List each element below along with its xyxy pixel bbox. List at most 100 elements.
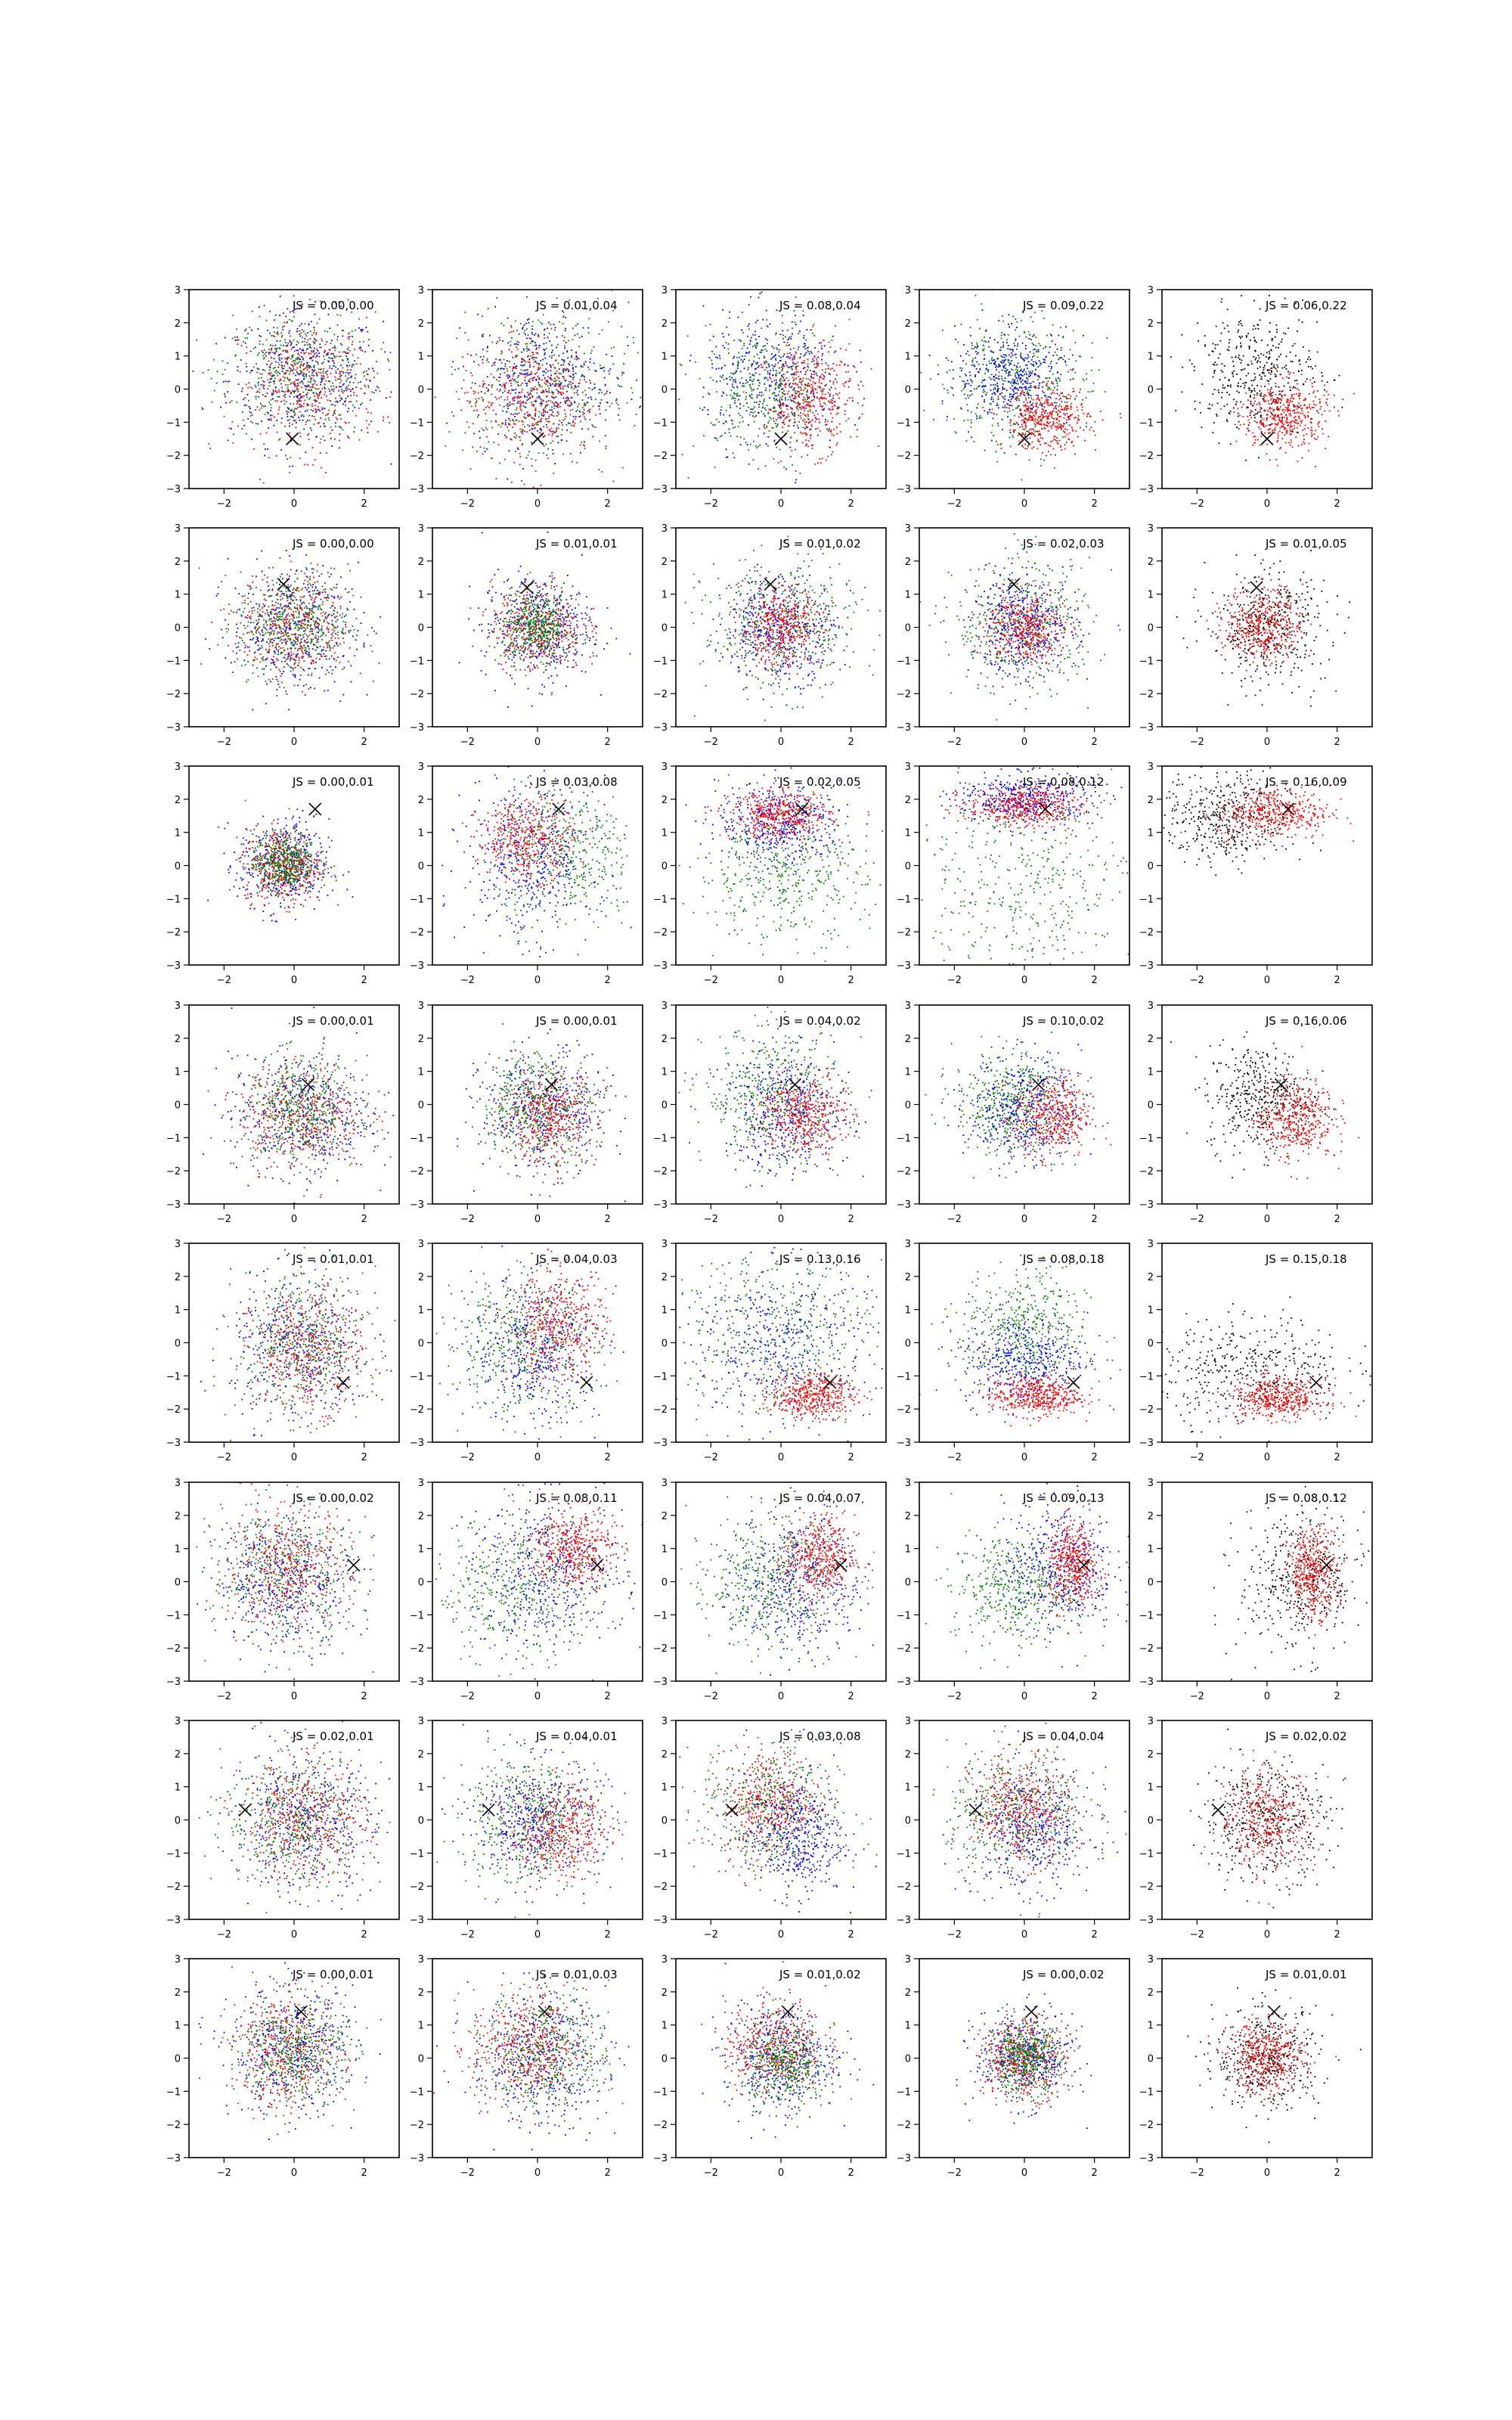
scatter-point [500, 426, 502, 428]
scatter-point [558, 403, 559, 405]
scatter-point [1002, 401, 1005, 403]
scatter-point [289, 371, 291, 373]
scatter-point [795, 368, 798, 371]
scatter-point [287, 416, 289, 417]
scatter-point [605, 448, 607, 449]
scatter-point [290, 409, 292, 411]
scatter-point [1036, 375, 1039, 377]
scatter-point [576, 409, 578, 411]
scatter-point [551, 344, 553, 346]
scatter-point [1049, 388, 1052, 390]
scatter-point [500, 350, 503, 352]
scatter-point [996, 383, 998, 384]
scatter-point [534, 424, 536, 426]
scatter-point [225, 380, 227, 382]
scatter-point [769, 408, 771, 411]
scatter-point [810, 425, 813, 427]
scatter-point [237, 425, 239, 427]
scatter-point [504, 424, 507, 426]
scatter-point [618, 386, 621, 387]
scatter-point [294, 364, 296, 366]
scatter-point [758, 357, 761, 359]
scatter-point [306, 419, 308, 421]
scatter-point [994, 393, 996, 396]
scatter-point [520, 365, 522, 366]
scatter-point [1036, 411, 1037, 414]
scatter-point [259, 433, 262, 435]
scatter-point [793, 401, 795, 403]
scatter-point [1033, 414, 1035, 416]
scatter-point [582, 366, 584, 368]
scatter-point [271, 345, 274, 346]
scatter-point [349, 336, 351, 337]
scatter-point [1021, 357, 1023, 359]
scatter-point [1037, 423, 1039, 425]
scatter-point [825, 419, 826, 420]
scatter-point [309, 330, 311, 332]
scatter-point [311, 334, 313, 337]
scatter-point [328, 380, 330, 382]
scatter-point [805, 408, 807, 409]
scatter-point [729, 317, 730, 319]
scatter-point [287, 389, 289, 391]
scatter-point [1015, 318, 1017, 320]
scatter-point [303, 340, 305, 343]
scatter-point [813, 335, 816, 337]
scatter-point [830, 412, 832, 414]
scatter-point [305, 335, 308, 337]
scatter-point [1062, 425, 1064, 427]
scatter-point [531, 356, 534, 358]
scatter-point [792, 355, 795, 358]
scatter-point [555, 429, 557, 431]
scatter-point [800, 353, 802, 355]
scatter-point [946, 419, 948, 421]
scatter-point [1001, 369, 1003, 371]
scatter-point [608, 321, 609, 323]
scatter-point [1036, 394, 1038, 396]
scatter-point [526, 373, 528, 375]
scatter-point [300, 364, 302, 366]
scatter-point [729, 414, 730, 417]
scatter-point [520, 369, 522, 371]
scatter-point [821, 458, 823, 460]
scatter-point [531, 417, 533, 418]
scatter-point [591, 424, 593, 426]
scatter-point [999, 349, 1002, 352]
scatter-point [273, 383, 275, 385]
scatter-point [311, 371, 314, 374]
scatter-point [360, 347, 362, 349]
scatter-point [1012, 350, 1014, 352]
scatter-point [554, 432, 556, 433]
scatter-point [816, 360, 818, 362]
scatter-point [1051, 334, 1052, 337]
scatter-point [339, 386, 340, 388]
scatter-point [347, 299, 349, 301]
scatter-point [556, 405, 559, 406]
scatter-point [1052, 392, 1053, 394]
scatter-point [549, 409, 551, 411]
scatter-point [1009, 374, 1012, 376]
scatter-point [510, 326, 513, 328]
scatter-point [379, 390, 381, 392]
scatter-point [569, 399, 570, 402]
scatter-point [544, 379, 547, 381]
scatter-point [991, 408, 993, 411]
scatter-point [482, 453, 484, 455]
scatter-point [270, 399, 272, 401]
scatter-point [513, 380, 515, 382]
scatter-point [776, 426, 777, 428]
scatter-point [962, 380, 963, 382]
scatter-point [528, 321, 530, 324]
scatter-point [297, 407, 299, 408]
scatter-point [766, 427, 768, 428]
scatter-point [1021, 420, 1023, 422]
scatter-point [289, 418, 291, 420]
scatter-point [539, 345, 541, 346]
scatter-point [511, 403, 513, 405]
scatter-point [545, 443, 547, 445]
scatter-point [539, 384, 541, 386]
scatter-point [569, 405, 571, 408]
scatter-point [544, 382, 546, 384]
scatter-point [279, 295, 281, 297]
scatter-point [1030, 358, 1033, 361]
